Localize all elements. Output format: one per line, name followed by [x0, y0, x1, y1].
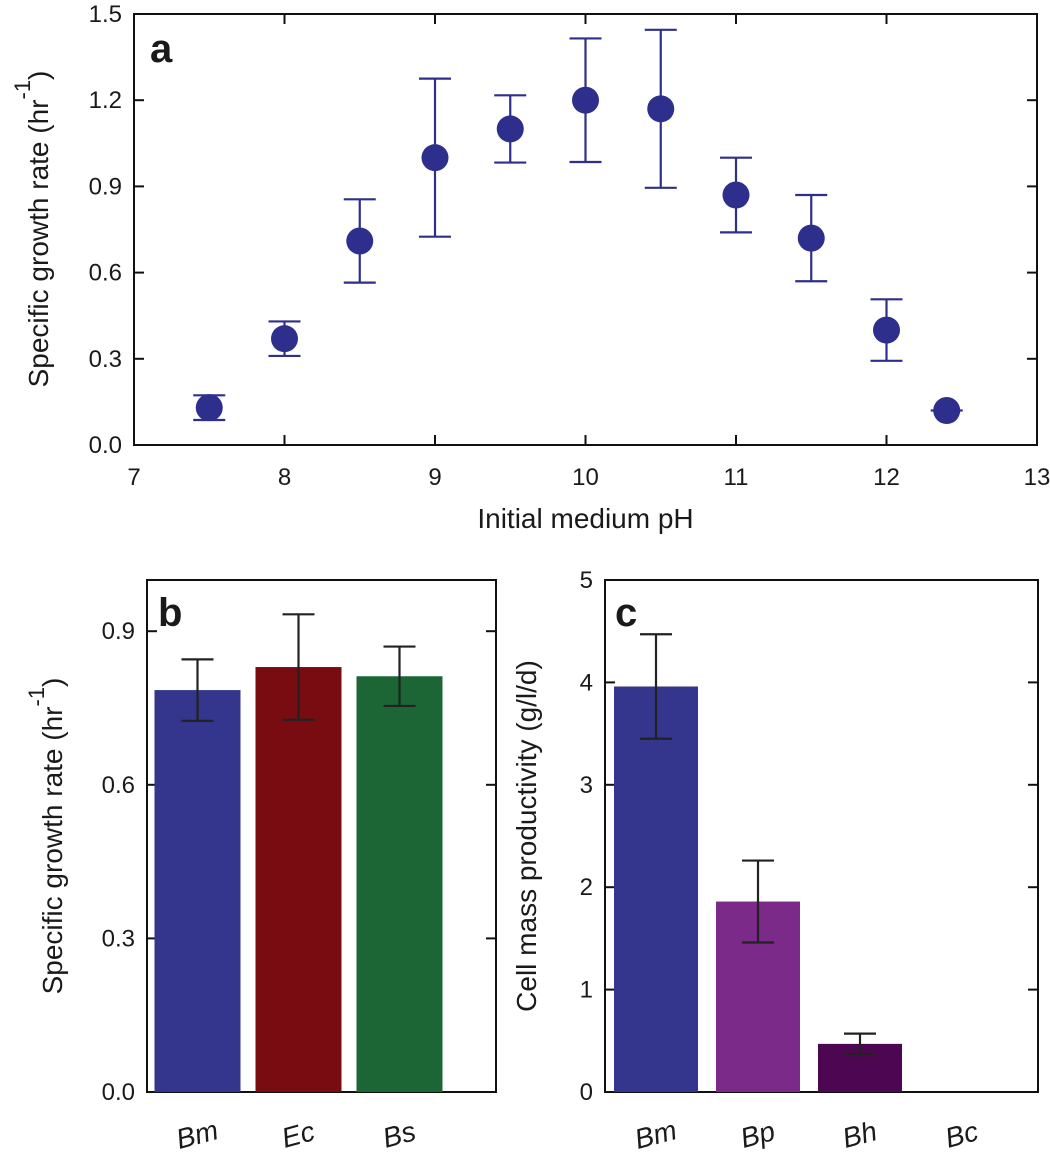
bar-Bm — [154, 690, 241, 1092]
y-tick-label: 0.6 — [102, 772, 135, 799]
panel-b-y-axis-label: Specific growth rate (hr-1) — [24, 678, 68, 995]
y-tick-label: 2 — [580, 874, 593, 901]
data-point — [797, 224, 825, 252]
bar-Bs — [356, 676, 443, 1092]
data-point — [873, 316, 900, 344]
data-point — [647, 95, 675, 123]
x-tick-label: 12 — [873, 464, 900, 491]
y-tick-label: 1.2 — [89, 87, 122, 114]
x-tick-label: 10 — [572, 464, 599, 491]
panel-a-x-axis-label: Initial medium pH — [477, 503, 693, 534]
y-tick-label: 4 — [580, 669, 593, 696]
data-point — [933, 397, 961, 425]
data-point — [346, 227, 374, 255]
bar-Ec — [255, 667, 342, 1092]
panel-c-y-axis-label: Cell mass productivity (g/l/d) — [511, 660, 542, 1012]
category-label: Bm — [631, 1114, 680, 1155]
y-tick-label: 1.5 — [89, 1, 122, 28]
y-tick-label: 0.9 — [89, 173, 122, 200]
category-label: Bc — [942, 1115, 982, 1153]
data-point — [195, 394, 223, 422]
data-point — [572, 86, 599, 114]
data-point — [271, 325, 298, 353]
category-label: Bh — [839, 1115, 880, 1154]
panel-c-cell-mass-productivity: c Cell mass productivity (g/l/d) 012345 … — [511, 567, 1039, 1155]
panel-a-y-axis-label: Specific growth rate (hr-1) — [10, 71, 54, 388]
category-label: Bp — [737, 1115, 778, 1154]
category-label: Ec — [278, 1115, 318, 1153]
x-tick-label: 13 — [1024, 464, 1050, 491]
y-tick-label: 0.0 — [102, 1079, 135, 1106]
panel-a-growth-vs-ph: a Initial medium pH Specific growth rate… — [10, 1, 1050, 534]
panel-b-growth-by-species: b Specific growth rate (hr-1) 0.0 0.3 0.6 0… — [24, 579, 497, 1155]
x-tick-label: 9 — [428, 464, 441, 491]
y-tick-label: 0.6 — [89, 260, 122, 287]
y-tick-label: 0.0 — [89, 432, 122, 459]
panel-a-letter: a — [150, 27, 173, 71]
data-point — [722, 181, 750, 209]
bar-Bm — [614, 686, 698, 1092]
data-point — [496, 115, 524, 143]
category-label: Bm — [173, 1114, 222, 1155]
category-label: Bs — [379, 1115, 419, 1153]
y-tick-label: 0.3 — [89, 346, 122, 373]
y-tick-label: 5 — [580, 567, 593, 594]
y-tick-label: 1 — [580, 977, 593, 1004]
y-tick-label: 3 — [580, 772, 593, 799]
y-tick-label: 0 — [580, 1079, 593, 1106]
panel-b-letter: b — [158, 591, 182, 635]
y-tick-label: 0.3 — [102, 925, 135, 952]
panel-c-letter: c — [615, 591, 637, 635]
x-tick-label: 8 — [278, 464, 291, 491]
y-tick-label: 0.9 — [102, 618, 135, 645]
x-tick-label: 11 — [724, 464, 749, 491]
data-point — [421, 144, 449, 172]
x-tick-label: 7 — [127, 464, 140, 491]
